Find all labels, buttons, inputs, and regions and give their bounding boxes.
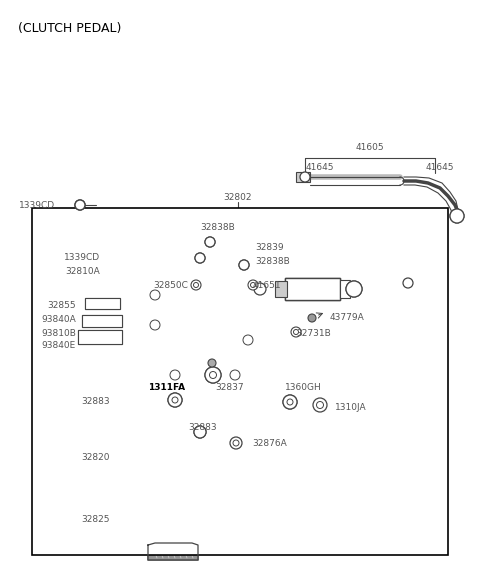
Text: 32883: 32883 — [82, 397, 110, 407]
Text: 93810B: 93810B — [41, 328, 76, 338]
Circle shape — [233, 440, 239, 446]
Text: 32855: 32855 — [48, 301, 76, 309]
Circle shape — [75, 200, 85, 210]
Circle shape — [168, 393, 182, 407]
Text: 32850C: 32850C — [153, 281, 188, 290]
Circle shape — [243, 335, 253, 345]
Text: 41605: 41605 — [356, 143, 384, 153]
Text: 41651: 41651 — [253, 281, 282, 290]
Text: 32838B: 32838B — [255, 256, 290, 266]
Circle shape — [230, 437, 242, 449]
Text: 32883: 32883 — [188, 423, 216, 433]
Circle shape — [193, 282, 199, 287]
Circle shape — [168, 393, 182, 407]
Text: (CLUTCH PEDAL): (CLUTCH PEDAL) — [18, 22, 121, 35]
Bar — [78, 330, 122, 344]
Text: 43779A: 43779A — [330, 313, 365, 323]
Bar — [85, 298, 120, 309]
Text: 93840E: 93840E — [42, 342, 76, 351]
Bar — [340, 280, 350, 298]
Circle shape — [195, 253, 205, 263]
Text: 32820: 32820 — [82, 453, 110, 463]
Circle shape — [450, 209, 464, 223]
Circle shape — [287, 399, 293, 405]
Text: 32825: 32825 — [82, 516, 110, 525]
Text: 32731B: 32731B — [296, 329, 331, 339]
Circle shape — [283, 395, 297, 409]
Circle shape — [346, 281, 362, 297]
Circle shape — [205, 237, 215, 247]
Bar — [78, 330, 122, 344]
Circle shape — [293, 329, 299, 335]
Circle shape — [75, 200, 85, 210]
Circle shape — [239, 260, 249, 270]
Circle shape — [403, 278, 413, 288]
Bar — [32, 208, 448, 555]
Text: 32838B: 32838B — [200, 223, 235, 233]
Text: 1311FA: 1311FA — [148, 384, 185, 392]
Bar — [285, 278, 340, 300]
Circle shape — [254, 283, 266, 295]
Circle shape — [205, 367, 221, 383]
Circle shape — [251, 282, 255, 287]
Text: 1339CD: 1339CD — [64, 253, 100, 263]
Bar — [296, 172, 310, 182]
Text: 32802: 32802 — [224, 194, 252, 203]
Circle shape — [346, 281, 362, 297]
Circle shape — [170, 370, 180, 380]
Text: 32837: 32837 — [215, 384, 244, 392]
Polygon shape — [160, 378, 226, 533]
Circle shape — [291, 327, 301, 337]
Text: 1310JA: 1310JA — [335, 404, 367, 412]
Circle shape — [195, 253, 205, 263]
Circle shape — [313, 398, 327, 412]
Circle shape — [194, 426, 206, 438]
Circle shape — [150, 290, 160, 300]
Text: 32876A: 32876A — [252, 438, 287, 448]
Circle shape — [308, 314, 316, 322]
Bar — [285, 278, 340, 300]
Circle shape — [205, 367, 221, 383]
Bar — [82, 315, 122, 327]
Circle shape — [283, 395, 297, 409]
Circle shape — [194, 426, 206, 438]
Text: 1339CD: 1339CD — [19, 200, 55, 210]
Bar — [85, 298, 120, 309]
Bar — [275, 281, 287, 297]
Bar — [82, 315, 122, 327]
Circle shape — [316, 401, 324, 408]
Circle shape — [248, 280, 258, 290]
Circle shape — [239, 260, 249, 270]
Circle shape — [450, 209, 464, 223]
Circle shape — [230, 370, 240, 380]
Circle shape — [209, 372, 216, 378]
Text: 93840A: 93840A — [41, 316, 76, 324]
Text: 41645: 41645 — [426, 164, 454, 172]
Text: 32810A: 32810A — [65, 267, 100, 275]
Circle shape — [172, 397, 178, 403]
Circle shape — [150, 320, 160, 330]
Text: 32839: 32839 — [255, 244, 284, 252]
Text: 41645: 41645 — [306, 164, 334, 172]
Circle shape — [205, 237, 215, 247]
Text: 1360GH: 1360GH — [285, 384, 322, 392]
Polygon shape — [148, 543, 198, 560]
Circle shape — [208, 359, 216, 367]
Circle shape — [300, 172, 310, 182]
Circle shape — [191, 280, 201, 290]
